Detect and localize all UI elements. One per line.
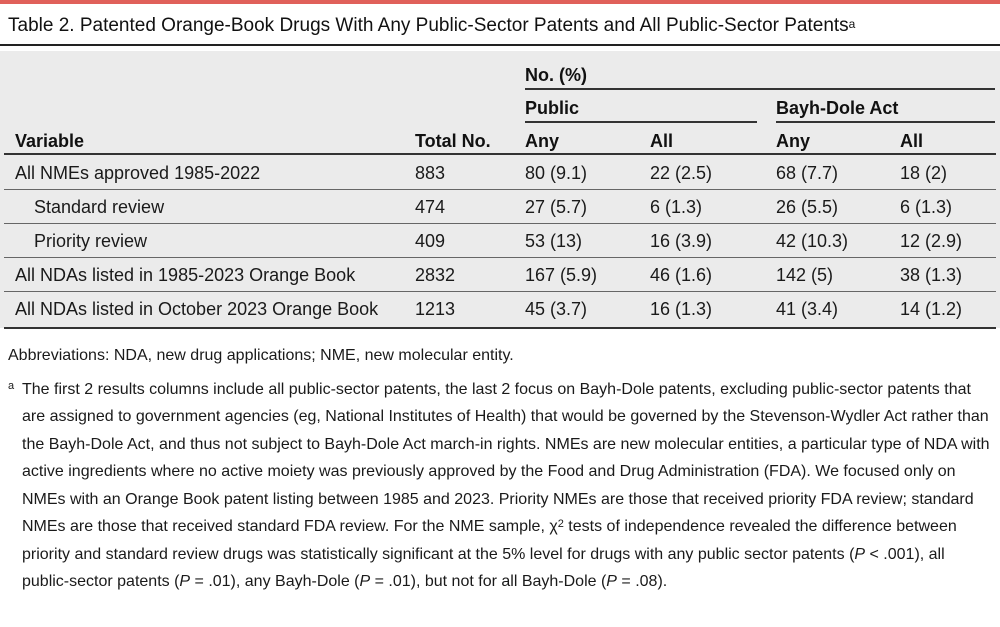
row-3-total: 409 bbox=[415, 231, 446, 251]
header-public-all: All bbox=[650, 131, 674, 151]
title-footnote-mark: a bbox=[848, 17, 856, 31]
row-1-bayh-any: 68 (7.7) bbox=[776, 163, 839, 183]
p-value-symbol: P bbox=[606, 573, 617, 590]
row-1-total: 883 bbox=[415, 163, 446, 183]
row-2-public-any: 27 (5.7) bbox=[525, 197, 588, 217]
p-value-symbol: P bbox=[359, 573, 371, 590]
footnote-mark: a bbox=[8, 379, 15, 392]
row-1-public-any: 80 (9.1) bbox=[525, 163, 588, 183]
abbreviations-note: Abbreviations: NDA, new drug application… bbox=[8, 347, 514, 364]
header-group-no-pct: No. (%) bbox=[525, 65, 587, 85]
row-1-variable: All NMEs approved 1985-2022 bbox=[15, 163, 261, 183]
header-group-rule bbox=[525, 88, 995, 90]
table-bottom-rule bbox=[4, 327, 996, 329]
row-5-total: 1213 bbox=[415, 299, 456, 319]
row-3-public-all: 16 (3.9) bbox=[650, 231, 713, 251]
header-bayh-any: Any bbox=[776, 131, 811, 151]
p-value-symbol: P bbox=[179, 573, 191, 590]
header-public: Public bbox=[525, 98, 580, 118]
row-divider bbox=[4, 291, 996, 292]
row-3-public-any: 53 (13) bbox=[525, 231, 583, 251]
footnote-p4: = .08). bbox=[616, 573, 668, 590]
row-divider bbox=[4, 189, 996, 190]
header-total: Total No. bbox=[415, 131, 491, 151]
row-1-public-all: 22 (2.5) bbox=[650, 163, 713, 183]
row-divider bbox=[4, 223, 996, 224]
row-5-bayh-all: 14 (1.2) bbox=[900, 299, 963, 319]
header-bayh-dole-rule bbox=[776, 121, 995, 123]
row-4-total: 2832 bbox=[415, 265, 456, 285]
row-5-variable: All NDAs listed in October 2023 Orange B… bbox=[15, 299, 379, 319]
header-variable: Variable bbox=[15, 131, 85, 151]
chi-square-superscript: 2 bbox=[557, 518, 564, 530]
row-2-bayh-any: 26 (5.5) bbox=[776, 197, 839, 217]
footnote-p1: < .001), all public-sector patents ( bbox=[22, 545, 945, 591]
footnote-text-1: The first 2 results columns include all … bbox=[22, 380, 990, 536]
row-3-variable: Priority review bbox=[34, 231, 148, 251]
row-4-public-any: 167 (5.9) bbox=[525, 265, 598, 285]
row-3-bayh-all: 12 (2.9) bbox=[900, 231, 963, 251]
header-bayh-all: All bbox=[900, 131, 924, 151]
p-value-symbol: P bbox=[854, 545, 866, 563]
row-4-bayh-any: 142 (5) bbox=[776, 265, 834, 285]
table-title: Table 2. Patented Orange-Book Drugs With… bbox=[8, 12, 992, 40]
row-1-bayh-all: 18 (2) bbox=[900, 163, 948, 183]
footnote-p3: = .01), but not for all Bayh-Dole ( bbox=[370, 573, 607, 590]
row-4-variable: All NDAs listed in 1985-2023 Orange Book bbox=[15, 265, 356, 285]
header-public-rule bbox=[525, 121, 757, 123]
title-rule bbox=[0, 44, 1000, 46]
footnote-a: a The first 2 results columns include all… bbox=[8, 376, 992, 596]
table-title-text: Table 2. Patented Orange-Book Drugs With… bbox=[8, 15, 849, 36]
row-3-bayh-any: 42 (10.3) bbox=[776, 231, 849, 251]
row-2-public-all: 6 (1.3) bbox=[650, 197, 703, 217]
row-2-variable: Standard review bbox=[34, 197, 165, 217]
header-bottom-rule bbox=[4, 153, 996, 155]
row-5-bayh-any: 41 (3.4) bbox=[776, 299, 839, 319]
row-2-bayh-all: 6 (1.3) bbox=[900, 197, 953, 217]
row-5-public-any: 45 (3.7) bbox=[525, 299, 588, 319]
row-4-bayh-all: 38 (1.3) bbox=[900, 265, 963, 285]
row-4-public-all: 46 (1.6) bbox=[650, 265, 713, 285]
header-public-any: Any bbox=[525, 131, 560, 151]
row-divider bbox=[4, 257, 996, 258]
top-accent-rule bbox=[0, 0, 1000, 4]
table-notes: Abbreviations: NDA, new drug application… bbox=[8, 342, 992, 596]
row-2-total: 474 bbox=[415, 197, 446, 217]
footnote-text-2: tests of independence revealed the diffe… bbox=[22, 518, 957, 563]
header-bayh-dole: Bayh-Dole Act bbox=[776, 98, 899, 118]
footnote-p2: = .01), any Bayh-Dole ( bbox=[190, 573, 360, 590]
row-5-public-all: 16 (1.3) bbox=[650, 299, 713, 319]
